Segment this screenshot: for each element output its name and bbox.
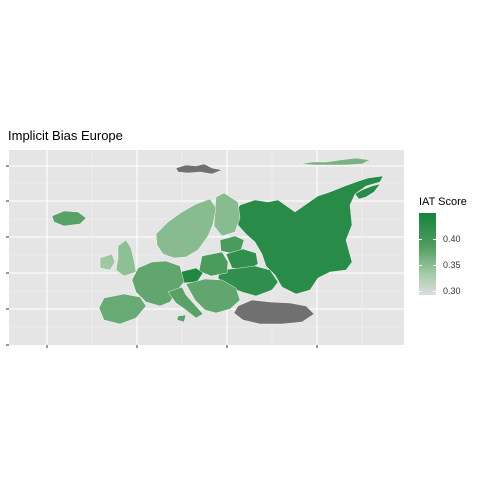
region-iceland [51,210,87,227]
legend-title: IAT Score [419,196,467,208]
chart-title: Implicit Bias Europe [8,128,123,143]
region-ireland [99,253,116,271]
region-svalbard [175,163,223,175]
legend-tick-mark [433,239,436,240]
region-iberia [98,293,147,325]
region-uk [115,239,137,277]
region-balkans [185,278,241,314]
region-russia [235,175,384,295]
region-belarus [225,248,259,271]
region-italy-island [176,314,187,323]
legend-tick-label: 0.35 [443,260,461,270]
region-poland [198,251,229,277]
country-shapes [51,157,384,325]
legend-tick-mark [433,265,436,266]
legend-colorbar [419,213,436,295]
legend-tick-mark [419,265,422,266]
region-russia-east [354,183,381,200]
region-turkey [233,299,315,325]
legend-tick-mark [433,291,436,292]
region-novaya-zemlya [299,157,371,166]
region-italy [167,286,204,319]
legend-tick-mark [419,291,422,292]
legend-tick-label: 0.30 [443,286,461,296]
region-scandinavia [155,198,217,259]
legend-tick-label: 0.40 [443,234,461,244]
legend: IAT Score 0.40 0.35 0.30 [419,196,467,296]
axis-ticks [6,165,318,348]
legend-tick-mark [419,239,422,240]
